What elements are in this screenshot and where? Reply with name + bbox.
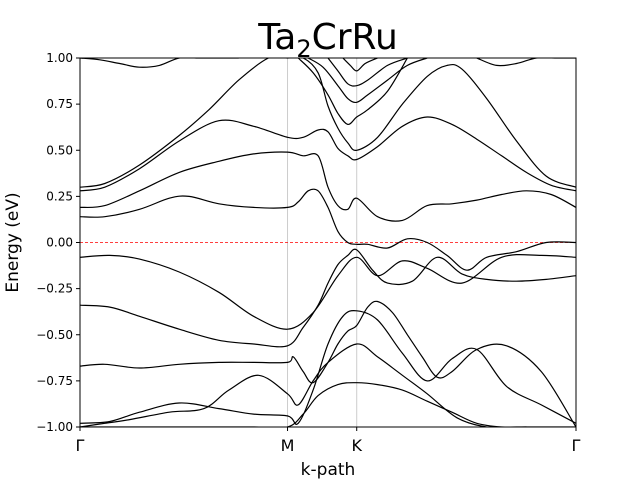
band-line-16 [476,58,576,67]
band-line-15 [342,58,378,72]
y-axis-ticks: −1.00 −0.75 −0.50 −0.25 0.00 0.25 0.50 0.75 1.00 [36,51,80,434]
band-line-14 [327,58,408,87]
band-line-1 [80,253,576,330]
y-tick-label: −1.00 [36,420,73,434]
band-line-3 [80,309,576,425]
band-line-2 [80,248,576,348]
x-axis-label: k-path [301,460,356,480]
band-line-11 [80,58,239,68]
y-tick-label: −0.25 [36,282,73,296]
kpoint-label: Γ [572,436,581,455]
band-line-7 [80,188,576,271]
kpoint-label: M [281,436,295,455]
kpoint-label: K [351,436,362,455]
y-tick-label: 0.25 [46,189,73,203]
y-tick-label: 0.00 [46,236,73,250]
chart-title: Ta2CrRu [257,17,398,63]
band-line-13 [307,58,428,104]
band-line-12 [297,58,408,126]
y-tick-label: 0.50 [46,143,73,157]
kpoint-label: Γ [76,436,85,455]
band-line-10 [80,58,576,188]
y-tick-label: −0.75 [36,374,73,388]
band-lines [80,58,576,427]
y-axis-label: Energy (eV) [3,192,23,292]
band-line-8 [80,151,576,222]
y-tick-label: 1.00 [46,51,73,65]
y-tick-label: 0.75 [46,97,73,111]
band-line-9 [80,116,576,192]
band-line-6 [80,382,527,427]
band-line-5 [80,343,576,427]
band-line-4 [80,300,576,427]
y-tick-label: −0.50 [36,328,73,342]
